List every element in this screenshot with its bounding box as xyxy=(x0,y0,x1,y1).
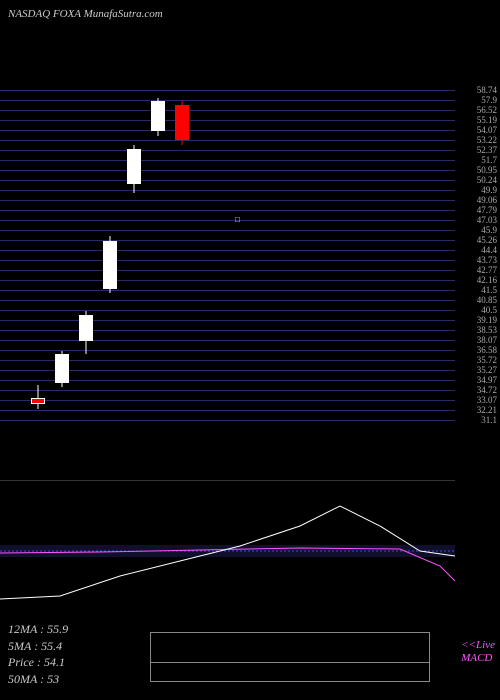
candle xyxy=(103,90,117,420)
grid-line xyxy=(0,420,455,421)
candle-body xyxy=(175,105,189,140)
candle-body xyxy=(127,149,141,184)
price-axis-label: 34.72 xyxy=(477,385,497,395)
ma50-label: 50MA : 53 xyxy=(8,671,68,688)
price-axis-label: 49.9 xyxy=(481,185,497,195)
info-box xyxy=(150,632,430,682)
price-axis-label: 52.37 xyxy=(477,145,497,155)
price-axis-label: 50.24 xyxy=(477,175,497,185)
candle xyxy=(175,90,189,420)
price-label: Price : 54.1 xyxy=(8,654,68,671)
candle-body xyxy=(79,315,93,341)
candle xyxy=(79,90,93,420)
chart-header: NASDAQ FOXA MunafaSutra.com xyxy=(8,8,163,20)
price-axis-label: 33.07 xyxy=(477,395,497,405)
price-axis-label: 54.07 xyxy=(477,125,497,135)
price-axis-label: 38.53 xyxy=(477,325,497,335)
price-axis-label: 58.74 xyxy=(477,85,497,95)
price-axis-label: 40.85 xyxy=(477,295,497,305)
price-axis-label: 34.97 xyxy=(477,375,497,385)
price-axis-label: 41.5 xyxy=(481,285,497,295)
candlestick-chart: 58.7457.956.5255.1954.0753.2252.3751.750… xyxy=(0,90,455,420)
price-axis-label: 42.16 xyxy=(477,275,497,285)
price-axis-label: 39.19 xyxy=(477,315,497,325)
price-axis-label: 43.73 xyxy=(477,255,497,265)
candle xyxy=(31,90,45,420)
price-axis-label: 50.95 xyxy=(477,165,497,175)
price-axis-label: 51.7 xyxy=(481,155,497,165)
price-axis-label: 49.06 xyxy=(477,195,497,205)
price-axis-label: 42.77 xyxy=(477,265,497,275)
header-title: NASDAQ FOXA MunafaSutra.com xyxy=(8,8,163,20)
candle xyxy=(55,90,69,420)
candle-body xyxy=(55,354,69,383)
candle-body xyxy=(31,398,45,404)
price-axis-label: 47.03 xyxy=(477,215,497,225)
price-axis-label: 47.79 xyxy=(477,205,497,215)
info-box-divider xyxy=(151,662,429,663)
price-axis-label: 35.27 xyxy=(477,365,497,375)
info-panel: 12MA : 55.9 5MA : 55.4 Price : 54.1 50MA… xyxy=(8,621,68,688)
ma5-label: 5MA : 55.4 xyxy=(8,638,68,655)
live-macd-label: <<Live MACD xyxy=(461,639,495,665)
price-axis-label: 45.26 xyxy=(477,235,497,245)
price-axis-label: 45.9 xyxy=(481,225,497,235)
price-axis-label: 31.1 xyxy=(481,415,497,425)
candle xyxy=(127,90,141,420)
candle-body xyxy=(103,241,117,289)
candle-wick xyxy=(38,385,39,409)
price-axis-label: 57.9 xyxy=(481,95,497,105)
candle xyxy=(151,90,165,420)
macd-chart xyxy=(0,480,455,620)
price-axis-label: 55.19 xyxy=(477,115,497,125)
price-axis-label: 38.07 xyxy=(477,335,497,345)
price-axis-label: 44.4 xyxy=(481,245,497,255)
ma12-label: 12MA : 55.9 xyxy=(8,621,68,638)
live-line2: MACD xyxy=(461,652,492,664)
price-axis-label: 35.72 xyxy=(477,355,497,365)
price-axis-label: 32.21 xyxy=(477,405,497,415)
price-axis-label: 40.5 xyxy=(481,305,497,315)
price-axis-label: 56.52 xyxy=(477,105,497,115)
live-line1: <<Live xyxy=(461,639,495,651)
price-axis-label: 36.58 xyxy=(477,345,497,355)
macd-svg xyxy=(0,481,455,621)
candle-body xyxy=(151,101,165,132)
price-axis-label: 53.22 xyxy=(477,135,497,145)
chart-marker: □ xyxy=(235,215,240,224)
